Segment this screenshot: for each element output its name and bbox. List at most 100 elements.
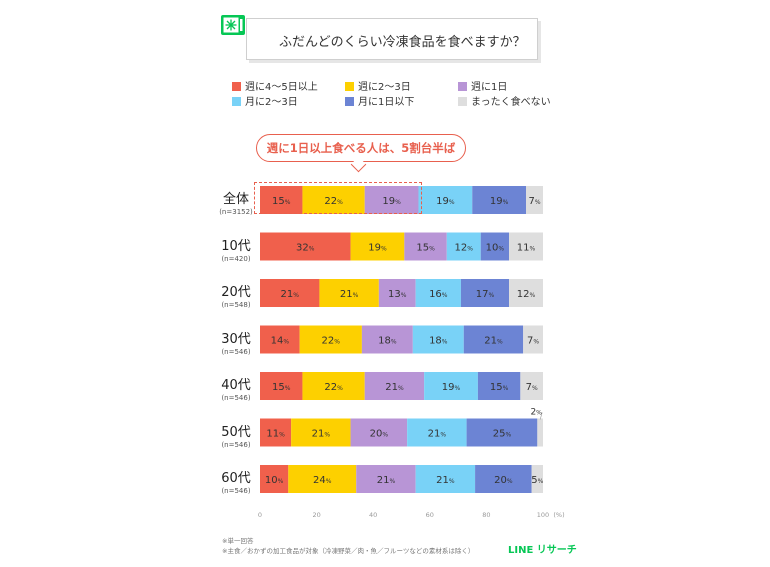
bar-value-label: 19%: [490, 196, 509, 207]
legend-item: 月に2～3日: [232, 93, 298, 108]
bar-value-label: 21%: [340, 289, 359, 300]
row-label-n: (n=3152): [219, 208, 253, 216]
row-label-main: 20代: [221, 285, 251, 300]
bar-segment: [350, 418, 408, 447]
bar-segment: [378, 279, 416, 307]
bar-value-label: 25%: [493, 429, 512, 440]
legend-label: 月に1日以下: [358, 97, 415, 108]
x-axis-unit: (%): [553, 511, 564, 519]
bar-segment: [537, 418, 543, 447]
bar-segment: [407, 418, 467, 447]
bar-value-label: 11%: [266, 429, 285, 440]
legend-swatch: [345, 82, 354, 91]
bar-value-label: 20%: [494, 475, 513, 486]
bar-segment: [523, 325, 543, 354]
bar-segment: [475, 465, 532, 493]
bar-segment: [404, 232, 447, 261]
legend-label: 週に1日: [471, 82, 508, 93]
bar-segment: [509, 279, 543, 307]
freezer-icon: [220, 14, 246, 36]
bar-segment: [472, 186, 527, 214]
leader-line: [539, 412, 543, 420]
bar-segment: [260, 186, 303, 214]
bar-segment: [356, 465, 416, 493]
bar-value-label: 7%: [527, 336, 539, 347]
legend-label: 月に2～3日: [245, 97, 298, 108]
bar-value-label: 17%: [476, 289, 495, 300]
bar-segment: [424, 372, 478, 400]
bar-segment: [364, 372, 425, 400]
bar-segment: [361, 325, 413, 354]
bar-segment: [460, 279, 510, 307]
bar-value-label: 15%: [490, 382, 509, 393]
row-label: 全体 (n=3152): [211, 188, 261, 216]
legend-swatch: [232, 97, 241, 106]
callout-text: 週に1日以上食べる人は、5割台半ば: [266, 141, 456, 155]
row-label: 60代 (n=546): [211, 467, 261, 495]
footnote-1: ※単一回答: [222, 537, 254, 545]
bar-value-label: 19%: [436, 196, 455, 207]
row-label-n: (n=546): [221, 487, 251, 495]
highlight-box: [254, 182, 422, 214]
bar-value-label: 21%: [312, 429, 331, 440]
legend-label: 週に4～5日以上: [245, 82, 318, 93]
row-label-main: 40代: [221, 378, 251, 393]
row-label: 20代 (n=548): [211, 281, 261, 309]
bar-segment: [260, 372, 303, 400]
x-tick-label: 40: [369, 511, 377, 519]
bar-value-label: 16%: [429, 289, 448, 300]
legend-label: 週に2～3日: [358, 82, 411, 93]
bar-value-label: 7%: [528, 196, 540, 207]
legend-swatch: [345, 97, 354, 106]
bar-segment: [364, 186, 419, 214]
legend-item: 月に1日以下: [345, 93, 414, 108]
brand-logo: LINE リサーチ: [508, 545, 577, 556]
bar-segment: [526, 186, 543, 214]
bar-value-label: 13%: [388, 289, 407, 300]
bar-segment: [260, 418, 292, 447]
bar-value-label: 12%: [517, 289, 536, 300]
x-tick-label: 0: [258, 511, 262, 519]
bar-segment: [319, 279, 379, 307]
legend-swatch: [458, 97, 467, 106]
legend-swatch: [232, 82, 241, 91]
bar-value-label: 32%: [296, 243, 315, 254]
bar-segment: [288, 465, 357, 493]
bar-segment: [531, 465, 543, 493]
row-label-main: 30代: [221, 331, 251, 347]
row-label: 10代 (n=420): [211, 235, 261, 263]
bar-segment: [260, 279, 320, 307]
bar-segment: [415, 465, 476, 493]
row-label-main: 10代: [221, 238, 251, 254]
bar-value-label: 12%: [455, 243, 474, 254]
row-label-main: 60代: [221, 471, 251, 486]
bar-value-label: 22%: [324, 196, 343, 207]
bar-value-label: 22%: [322, 336, 341, 347]
bar-value-label: 15%: [272, 382, 291, 393]
bar-segment: [302, 186, 365, 214]
bar-value-label: 7%: [526, 382, 538, 393]
bar-segment: [412, 325, 464, 354]
bar-segment: [350, 232, 405, 261]
bar-value-label: 15%: [416, 243, 435, 254]
bar-segment: [446, 232, 481, 261]
bar-segment: [415, 279, 461, 307]
x-tick-label: 60: [426, 511, 434, 519]
bar-segment: [299, 325, 362, 354]
bar-value-label: 21%: [385, 382, 404, 393]
bar-value-label: 10%: [486, 243, 505, 254]
row-label-n: (n=548): [221, 301, 251, 309]
bar-segment: [260, 232, 351, 261]
legend-item: 週に2～3日: [345, 78, 411, 93]
bar-value-label: 2%: [530, 408, 542, 418]
bar-segment: [463, 325, 524, 354]
row-label: 30代 (n=546): [211, 328, 261, 356]
row-label-main: 50代: [221, 424, 251, 440]
bar-segment: [509, 232, 543, 261]
row-label-n: (n=420): [221, 254, 251, 263]
bar-segment: [477, 372, 521, 400]
bar-value-label: 5%: [531, 475, 543, 486]
bar-value-label: 18%: [429, 336, 448, 347]
x-tick-label: 20: [312, 511, 320, 519]
